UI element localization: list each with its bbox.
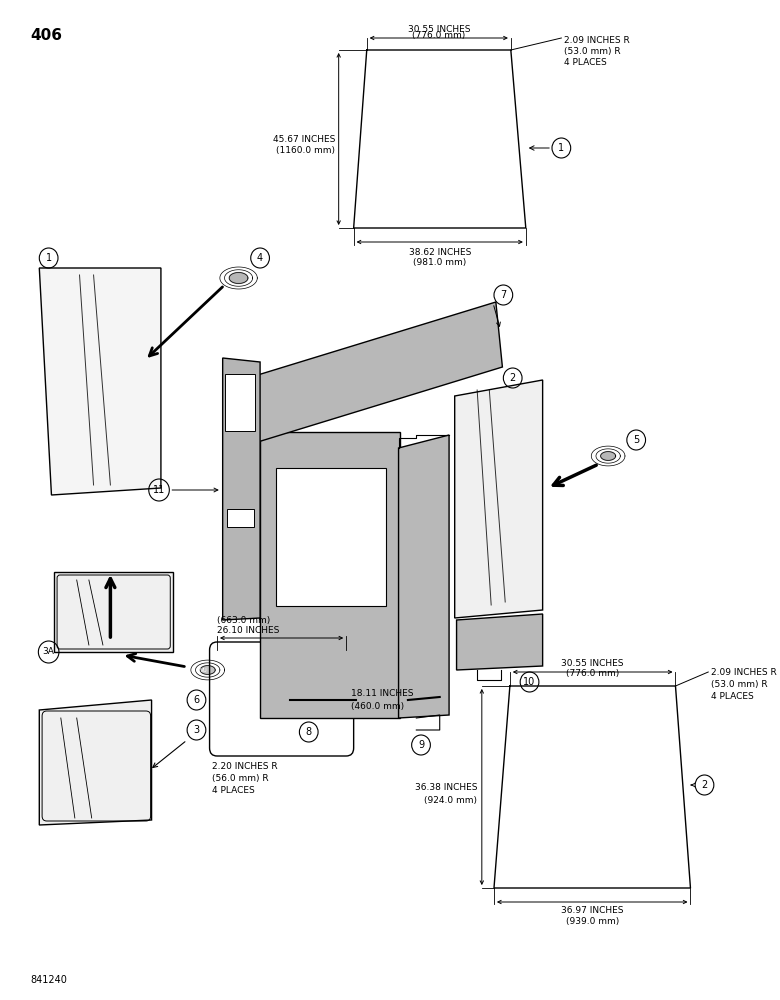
Polygon shape (229, 273, 248, 283)
Text: (1160.0 mm): (1160.0 mm) (276, 146, 335, 155)
Text: 2.09 INCHES R: 2.09 INCHES R (564, 36, 630, 45)
Text: 30.55 INCHES: 30.55 INCHES (407, 25, 470, 34)
Text: 10: 10 (523, 677, 536, 687)
Text: 2: 2 (701, 780, 707, 790)
Polygon shape (39, 268, 161, 495)
Polygon shape (456, 614, 543, 670)
Polygon shape (601, 452, 615, 460)
Text: (981.0 mm): (981.0 mm) (413, 258, 466, 267)
Text: 2.09 INCHES R: 2.09 INCHES R (711, 668, 777, 677)
Text: 4 PLACES: 4 PLACES (212, 786, 255, 795)
Polygon shape (399, 435, 449, 718)
FancyBboxPatch shape (225, 374, 255, 431)
Text: 2.20 INCHES R: 2.20 INCHES R (212, 762, 278, 771)
Polygon shape (55, 572, 173, 652)
Text: 26.10 INCHES: 26.10 INCHES (217, 626, 279, 635)
Text: 4 PLACES: 4 PLACES (564, 58, 607, 67)
Text: 38.62 INCHES: 38.62 INCHES (409, 248, 471, 257)
Text: 406: 406 (30, 28, 62, 43)
Text: (663.0 mm): (663.0 mm) (217, 616, 271, 625)
FancyBboxPatch shape (227, 509, 254, 527)
Bar (276, 468, 386, 606)
Text: (460.0 mm): (460.0 mm) (351, 702, 404, 712)
Text: 1: 1 (558, 143, 565, 153)
Text: 36.97 INCHES: 36.97 INCHES (561, 906, 623, 915)
Text: 7: 7 (500, 290, 506, 300)
Text: 3A: 3A (43, 648, 55, 656)
Text: 36.38 INCHES: 36.38 INCHES (415, 782, 477, 792)
Polygon shape (248, 302, 502, 443)
Text: (939.0 mm): (939.0 mm) (566, 917, 619, 926)
Text: 11: 11 (153, 485, 165, 495)
Text: 45.67 INCHES: 45.67 INCHES (272, 134, 335, 143)
Text: (53.0 mm) R: (53.0 mm) R (711, 680, 768, 689)
Text: (776.0 mm): (776.0 mm) (412, 31, 466, 40)
Text: 841240: 841240 (30, 975, 67, 985)
Polygon shape (222, 358, 260, 620)
Text: 8: 8 (306, 727, 312, 737)
Polygon shape (39, 700, 151, 825)
Polygon shape (455, 380, 543, 618)
Text: 6: 6 (193, 695, 200, 705)
Text: 18.11 INCHES: 18.11 INCHES (351, 690, 413, 698)
Text: VU: VU (200, 668, 207, 672)
Text: 1: 1 (45, 253, 51, 263)
Polygon shape (260, 432, 400, 718)
Polygon shape (200, 666, 215, 674)
Text: 2: 2 (509, 373, 516, 383)
Text: 30.55 INCHES: 30.55 INCHES (562, 659, 624, 668)
Text: 4: 4 (257, 253, 263, 263)
Text: (53.0 mm) R: (53.0 mm) R (564, 47, 621, 56)
Text: 3: 3 (193, 725, 200, 735)
Text: 9: 9 (418, 740, 424, 750)
Text: 5: 5 (633, 435, 640, 445)
Text: (924.0 mm): (924.0 mm) (424, 796, 477, 804)
Text: (776.0 mm): (776.0 mm) (566, 669, 619, 678)
Text: (56.0 mm) R: (56.0 mm) R (212, 774, 269, 783)
Text: 4 PLACES: 4 PLACES (711, 692, 753, 701)
